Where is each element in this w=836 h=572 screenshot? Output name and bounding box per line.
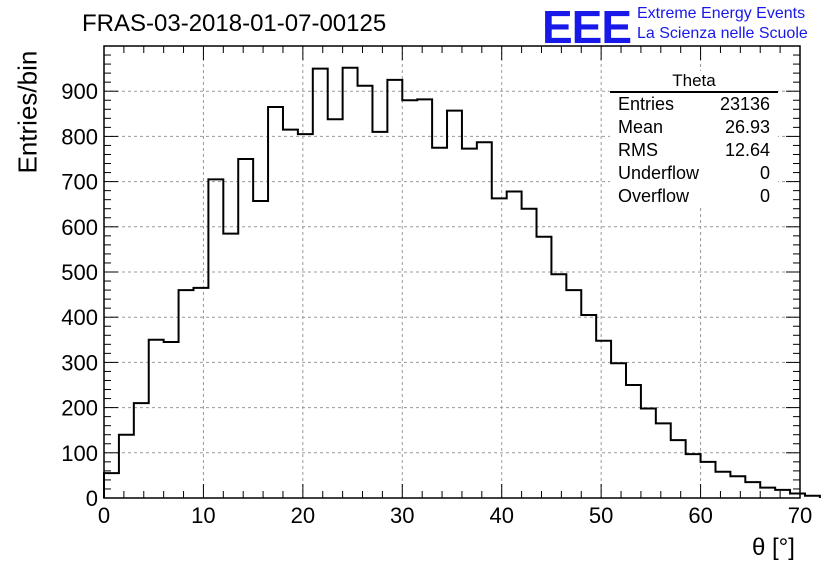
histogram-bin: [268, 107, 283, 498]
stats-label: RMS: [618, 140, 658, 160]
stats-box: Theta Entries 23136 Mean 26.93 RMS 12.64…: [610, 71, 778, 208]
plot-frame: [103, 45, 801, 499]
y-tick-label: 100: [61, 441, 98, 466]
eee-logo: EEE: [542, 1, 632, 53]
histogram-bin: [671, 440, 686, 498]
stats-row-mean: Mean 26.93: [610, 116, 778, 139]
x-tick-label: 10: [191, 503, 215, 528]
stats-title: Theta: [610, 71, 778, 93]
y-tick-label: 300: [61, 350, 98, 375]
x-tick-label: 50: [589, 503, 613, 528]
histogram-bin: [328, 119, 343, 498]
histogram-bin: [432, 148, 447, 498]
histogram-bin: [701, 462, 716, 498]
x-tick-label: 20: [291, 503, 315, 528]
histogram-bin: [507, 192, 522, 498]
histogram-bin: [447, 111, 462, 498]
histogram-bin: [283, 130, 298, 498]
histogram-bin: [149, 340, 164, 498]
y-tick-label: 600: [61, 215, 98, 240]
y-tick-label: 400: [61, 305, 98, 330]
logo-line-2: La Scienza nelle Scuole: [637, 25, 808, 42]
histogram-bin: [551, 274, 566, 498]
histogram-bin: [596, 341, 611, 498]
axis-ticks: [103, 45, 801, 499]
y-tick-label: 0: [86, 486, 98, 511]
y-tick-label: 500: [61, 260, 98, 285]
histogram-bin: [402, 100, 417, 498]
histogram-bin: [119, 435, 134, 498]
x-tick-label: 70: [788, 503, 812, 528]
histogram-bin: [730, 476, 745, 498]
histogram-bin: [417, 99, 432, 498]
histogram-bin: [626, 385, 641, 498]
stats-label: Overflow: [618, 186, 690, 206]
histogram-bin: [134, 403, 149, 498]
histogram-bin: [208, 179, 223, 498]
logo-line-1: Extreme Energy Events: [637, 5, 806, 22]
histogram-bin: [715, 472, 730, 498]
y-axis-label: Entries/bin: [12, 50, 43, 174]
stats-label: Underflow: [618, 163, 700, 183]
histogram-bin: [686, 454, 701, 498]
x-tick-label: 40: [489, 503, 513, 528]
stats-row-rms: RMS 12.64: [610, 139, 778, 162]
histogram-bin: [611, 363, 626, 498]
histogram-bin: [372, 132, 387, 498]
x-tick-label: 60: [688, 503, 712, 528]
x-axis-label: θ [°]: [752, 534, 795, 561]
histogram-bin: [656, 423, 671, 498]
histogram-bin: [537, 237, 552, 498]
histogram-bin: [641, 409, 656, 498]
stats-row-entries: Entries 23136: [610, 93, 778, 116]
stats-value: 0: [759, 163, 770, 183]
histogram-bin: [193, 288, 208, 498]
histogram-bin: [581, 315, 596, 498]
stats-label: Mean: [618, 117, 664, 137]
stats-value: 12.64: [724, 140, 770, 160]
histogram-bin: [387, 80, 402, 498]
y-tick-label: 200: [61, 396, 98, 421]
y-tick-label: 800: [61, 124, 98, 149]
histogram-bin: [179, 290, 194, 498]
histogram-bin: [343, 68, 358, 498]
stats-row-overflow: Overflow 0: [610, 185, 778, 208]
histogram-bin: [462, 149, 477, 498]
histogram-bin: [164, 342, 179, 498]
histogram-bin: [298, 134, 313, 498]
stats-value: 23136: [719, 94, 770, 114]
histogram-bin: [477, 142, 492, 498]
histogram-bin: [238, 159, 253, 498]
histogram-bin: [775, 490, 790, 498]
histogram-bin: [760, 488, 775, 498]
stats-label: Entries: [618, 94, 675, 114]
histogram-bin: [566, 290, 581, 498]
histogram-bin: [104, 473, 119, 498]
histogram-bin: [223, 234, 238, 498]
chart-title: FRAS-03-2018-01-07-00125: [82, 10, 387, 37]
y-tick-label: 900: [61, 79, 98, 104]
stats-value: 0: [759, 186, 770, 206]
y-tick-label: 700: [61, 170, 98, 195]
stats-row-underflow: Underflow 0: [610, 162, 778, 185]
grid-lines: [104, 46, 800, 498]
histogram-bin: [745, 482, 760, 498]
histogram-bin: [313, 69, 328, 498]
x-tick-label: 0: [98, 503, 110, 528]
histogram-bin: [358, 86, 373, 498]
tick-labels: 0 10 20 30 40 50 60 700100200300400500600700800…: [61, 79, 812, 528]
stats-value: 26.93: [724, 117, 770, 137]
histogram-outline: [103, 66, 821, 498]
histogram-bin: [253, 201, 268, 498]
x-tick-label: 30: [390, 503, 414, 528]
histogram-bin: [522, 209, 537, 498]
